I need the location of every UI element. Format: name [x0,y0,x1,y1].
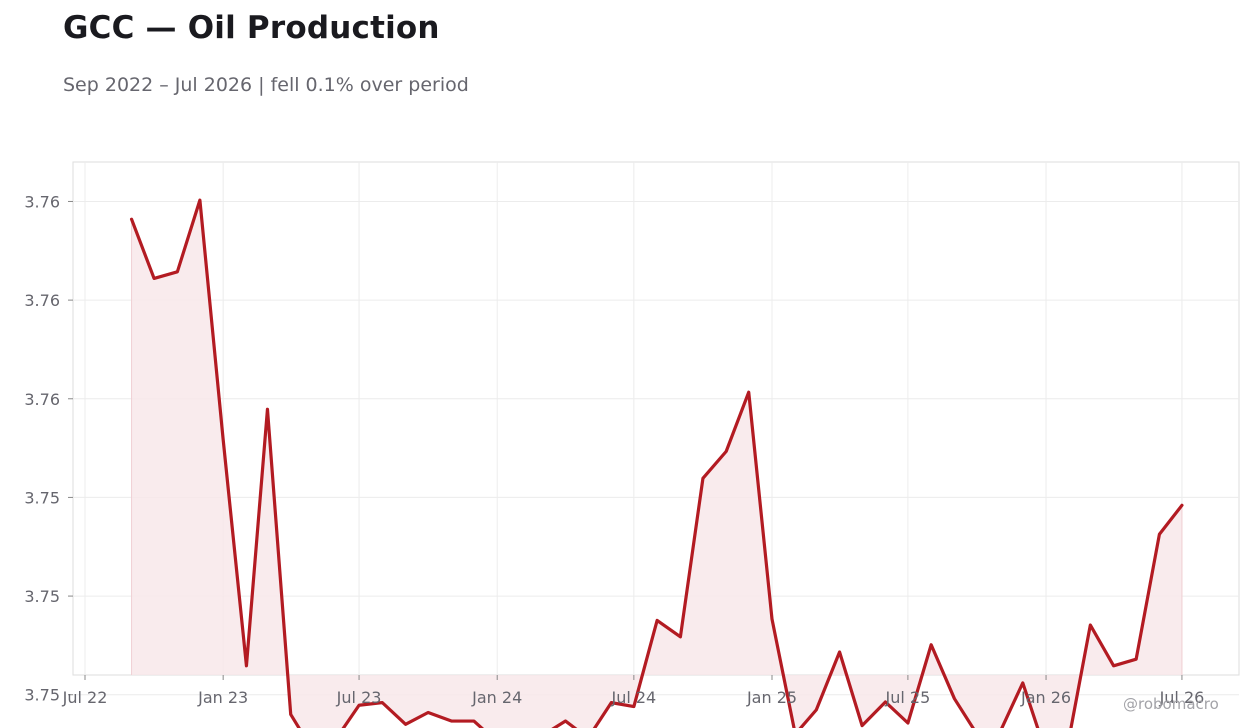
y-tick-label: 3.75 [24,587,60,606]
data-point [838,650,841,653]
data-point [245,664,248,667]
data-point [1158,533,1161,536]
data-point [289,713,292,716]
chart-title: GCC — Oil Production [63,10,440,46]
data-point [701,477,704,480]
data-point [656,619,659,622]
x-tick-label: Jan 25 [746,688,797,707]
data-point [176,270,179,273]
x-axis-ticks: Jul 22 Jan 23 Jul 23 Jan 24 Jul 24 Jan 25 Jul … [62,675,1205,707]
x-tick-label: Jul 25 [885,688,931,707]
data-point [953,697,956,700]
data-point [1021,681,1024,684]
credit-watermark: @robomacro [1123,695,1219,713]
data-point [906,722,909,725]
plot-frame [72,161,1240,676]
y-tick-label: 3.76 [24,390,60,409]
series-path [129,198,1184,728]
data-point [861,724,864,727]
series-line [129,198,1184,728]
data-point [1112,664,1115,667]
data-point [1135,658,1138,661]
data-point [679,635,682,638]
y-tick-label: 3.75 [24,488,60,507]
data-point [815,708,818,711]
x-tick-label: Jan 26 [1020,688,1071,707]
data-point [198,199,201,202]
y-axis-ticks: 3.76 3.76 3.76 3.75 3.75 3.75 [24,192,73,705]
data-point [1180,504,1183,507]
data-point [747,391,750,394]
y-tick-label: 3.76 [24,291,60,310]
x-tick-label: Jul 23 [336,688,382,707]
x-tick-label: Jul 24 [610,688,656,707]
data-point [130,218,133,221]
data-point [930,643,933,646]
x-tick-label: Jan 23 [197,688,248,707]
y-tick-label: 3.76 [24,192,60,211]
data-point [472,720,475,723]
data-point [222,438,225,441]
data-point [266,408,269,411]
x-tick-label: Jan 24 [471,688,522,707]
data-point [450,720,453,723]
x-tick-label: Jul 22 [62,688,108,707]
data-point [725,450,728,453]
x-tick-label: Jul 26 [1159,688,1205,707]
y-tick-label: 3.75 [24,686,60,705]
data-point [770,618,773,621]
data-point [427,711,430,714]
data-point [153,277,156,280]
data-point [1089,624,1092,627]
data-point [564,720,567,723]
data-point [404,723,407,726]
chart-subtitle: Sep 2022 – Jul 2026 | fell 0.1% over per… [63,74,469,96]
